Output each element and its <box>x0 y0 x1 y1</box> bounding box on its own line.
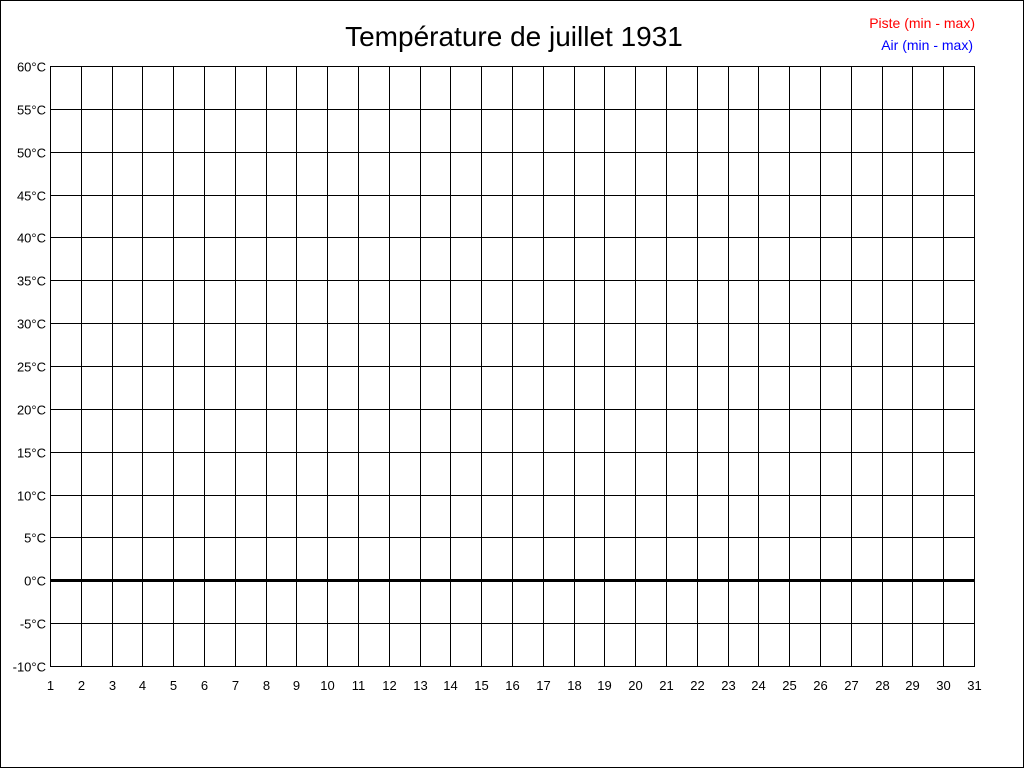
y-tick-label: 5°C <box>24 531 46 546</box>
x-tick-label: 11 <box>352 678 366 693</box>
x-tick-label: 26 <box>813 678 827 693</box>
y-tick-label: 35°C <box>17 274 46 289</box>
legend-air: Air (min - max) <box>881 37 973 53</box>
x-tick-label: 29 <box>905 678 919 693</box>
y-tick-label: 15°C <box>17 446 46 461</box>
x-tick-label: 20 <box>628 678 642 693</box>
x-tick-label: 21 <box>659 678 673 693</box>
y-tick-label: 20°C <box>17 403 46 418</box>
x-tick-label: 4 <box>139 678 146 693</box>
x-tick-label: 13 <box>413 678 427 693</box>
y-tick-label: 40°C <box>17 231 46 246</box>
y-tick-label: 0°C <box>24 574 46 589</box>
x-tick-label: 16 <box>505 678 519 693</box>
x-tick-label: 14 <box>443 678 457 693</box>
x-tick-label: 22 <box>690 678 704 693</box>
x-tick-label: 8 <box>263 678 270 693</box>
x-tick-label: 10 <box>320 678 334 693</box>
y-tick-label: 50°C <box>17 146 46 161</box>
x-tick-label: 23 <box>721 678 735 693</box>
x-tick-label: 9 <box>293 678 300 693</box>
legend-piste: Piste (min - max) <box>869 15 975 31</box>
x-tick-label: 12 <box>382 678 396 693</box>
x-tick-label: 18 <box>567 678 581 693</box>
x-tick-label: 25 <box>782 678 796 693</box>
x-tick-label: 24 <box>751 678 765 693</box>
x-tick-label: 6 <box>201 678 208 693</box>
x-tick-label: 15 <box>474 678 488 693</box>
x-tick-label: 7 <box>232 678 239 693</box>
x-tick-label: 5 <box>170 678 177 693</box>
x-tick-label: 1 <box>47 678 54 693</box>
x-tick-label: 3 <box>109 678 116 693</box>
x-tick-label: 27 <box>844 678 858 693</box>
x-tick-label: 30 <box>936 678 950 693</box>
y-tick-label: 30°C <box>17 317 46 332</box>
y-tick-label: 60°C <box>17 60 46 75</box>
x-tick-label: 31 <box>967 678 981 693</box>
x-tick-label: 19 <box>597 678 611 693</box>
x-tick-label: 17 <box>536 678 550 693</box>
y-tick-label: 25°C <box>17 360 46 375</box>
y-tick-label: -5°C <box>20 617 46 632</box>
y-tick-label: 55°C <box>17 103 46 118</box>
x-tick-label: 2 <box>78 678 85 693</box>
x-tick-label: 28 <box>875 678 889 693</box>
chart-title: Température de juillet 1931 <box>345 21 683 52</box>
y-tick-label: 45°C <box>17 189 46 204</box>
y-tick-label: -10°C <box>13 660 46 675</box>
y-tick-label: 10°C <box>17 489 46 504</box>
